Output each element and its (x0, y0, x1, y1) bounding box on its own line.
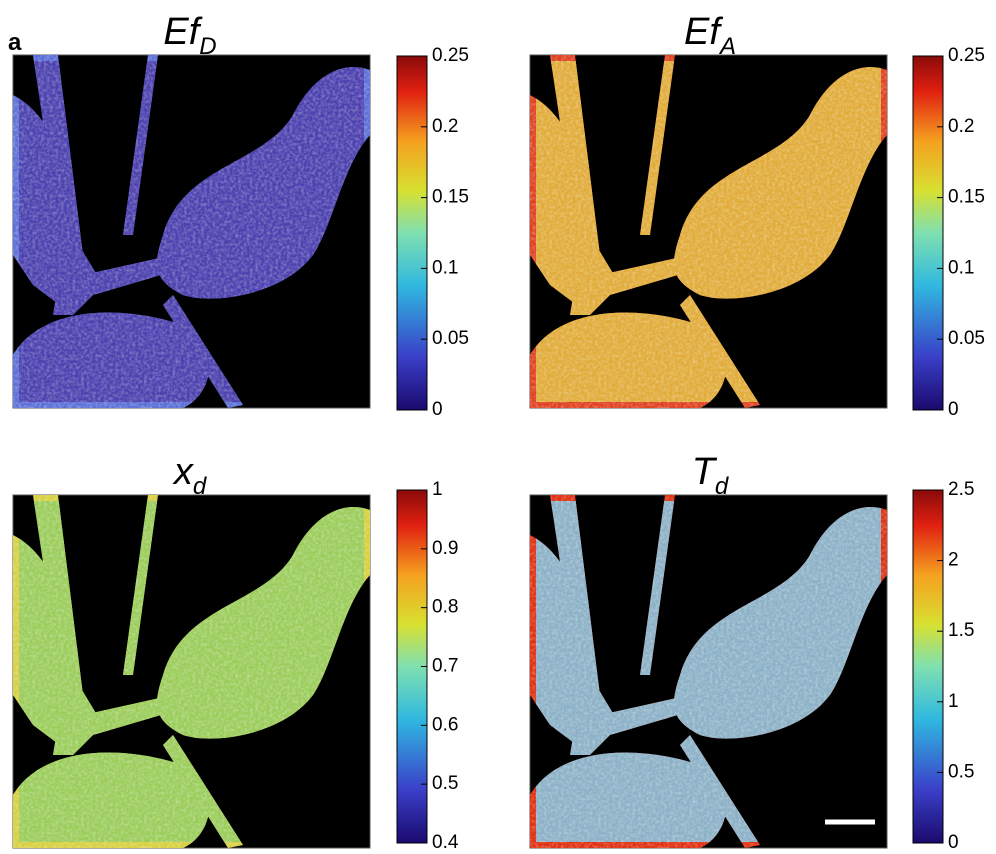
colorbar-tick-label: 0 (432, 399, 443, 420)
colorbar-tick-label: 0.15 (432, 187, 469, 208)
panel-label: a (8, 29, 22, 56)
colorbar-tick-label: 0 (948, 832, 959, 849)
colorbar-tick-label: 2 (948, 550, 959, 571)
panel: EfD 0 0.05 0.1 0.15 0.2 0.25 (13, 11, 469, 420)
panel: Td 0 0.5 1 1.5 2 2.5 (530, 451, 974, 849)
colorbar-tick-label: 0.1 (948, 257, 974, 278)
colorbar-gradient (913, 490, 943, 843)
colorbar-tick-label: 0.2 (432, 116, 458, 137)
colorbar: 0 0.5 1 1.5 2 2.5 (913, 479, 974, 849)
colorbar-gradient (397, 56, 427, 410)
colorbar-tick-label: 0.8 (432, 597, 458, 618)
colorbar-tick-label: 0.25 (432, 45, 469, 66)
panel-title: EfA (684, 11, 736, 60)
figure: a EfD00.050.10.150.20.25EfA00.050.10.150… (0, 0, 996, 849)
colorbar-tick-label: 1 (948, 691, 959, 712)
panel: EfA 0 0.05 0.1 0.15 0.2 0.25 (530, 11, 985, 420)
colorbar-tick-label: 0.15 (948, 187, 985, 208)
colorbar-tick-label: 0.7 (432, 656, 458, 677)
panel-title: xd (172, 451, 207, 500)
colorbar-tick-label: 0.05 (948, 328, 985, 349)
colorbar-tick-label: 0.2 (948, 116, 974, 137)
colorbar-tick-label: 2.5 (948, 479, 974, 500)
colorbar-tick-label: 1.5 (948, 620, 974, 641)
image (13, 55, 370, 408)
colorbar-tick-label: 0.9 (432, 538, 458, 559)
title-text: Ef (163, 11, 202, 53)
panel-title: Td (692, 451, 729, 500)
title-text: Ef (684, 11, 723, 53)
image (530, 55, 887, 408)
title-text: T (692, 451, 718, 493)
panel: xd 0.4 0.5 0.6 0.7 0.8 0.9 1 (13, 451, 459, 849)
colorbar-tick-label: 0.5 (948, 761, 974, 782)
colorbar-tick-label: 0.05 (432, 328, 469, 349)
colorbar-tick-label: 0.6 (432, 714, 458, 735)
colorbar-tick-label: 0.5 (432, 773, 458, 794)
colorbar: 0 0.05 0.1 0.15 0.2 0.25 (913, 45, 985, 420)
colorbar-tick-label: 0.4 (432, 832, 459, 849)
image (13, 495, 370, 848)
panel-title: EfD (163, 11, 216, 60)
panels: EfD 0 0.05 0.1 0.15 0.2 0.25 EfA 0 0.05 0.1 0.15 0.2… (13, 11, 985, 849)
colorbar-tick-label: 0 (948, 399, 959, 420)
title-text: x (172, 451, 195, 493)
colorbar-gradient (913, 56, 943, 410)
image (530, 495, 887, 848)
colorbar-tick-label: 0.1 (432, 257, 458, 278)
colorbar-tick-label: 0.25 (948, 45, 985, 66)
colorbar-tick-label: 1 (432, 479, 443, 500)
colorbar: 0 0.05 0.1 0.15 0.2 0.25 (397, 45, 469, 420)
colorbar: 0.4 0.5 0.6 0.7 0.8 0.9 1 (397, 479, 459, 849)
